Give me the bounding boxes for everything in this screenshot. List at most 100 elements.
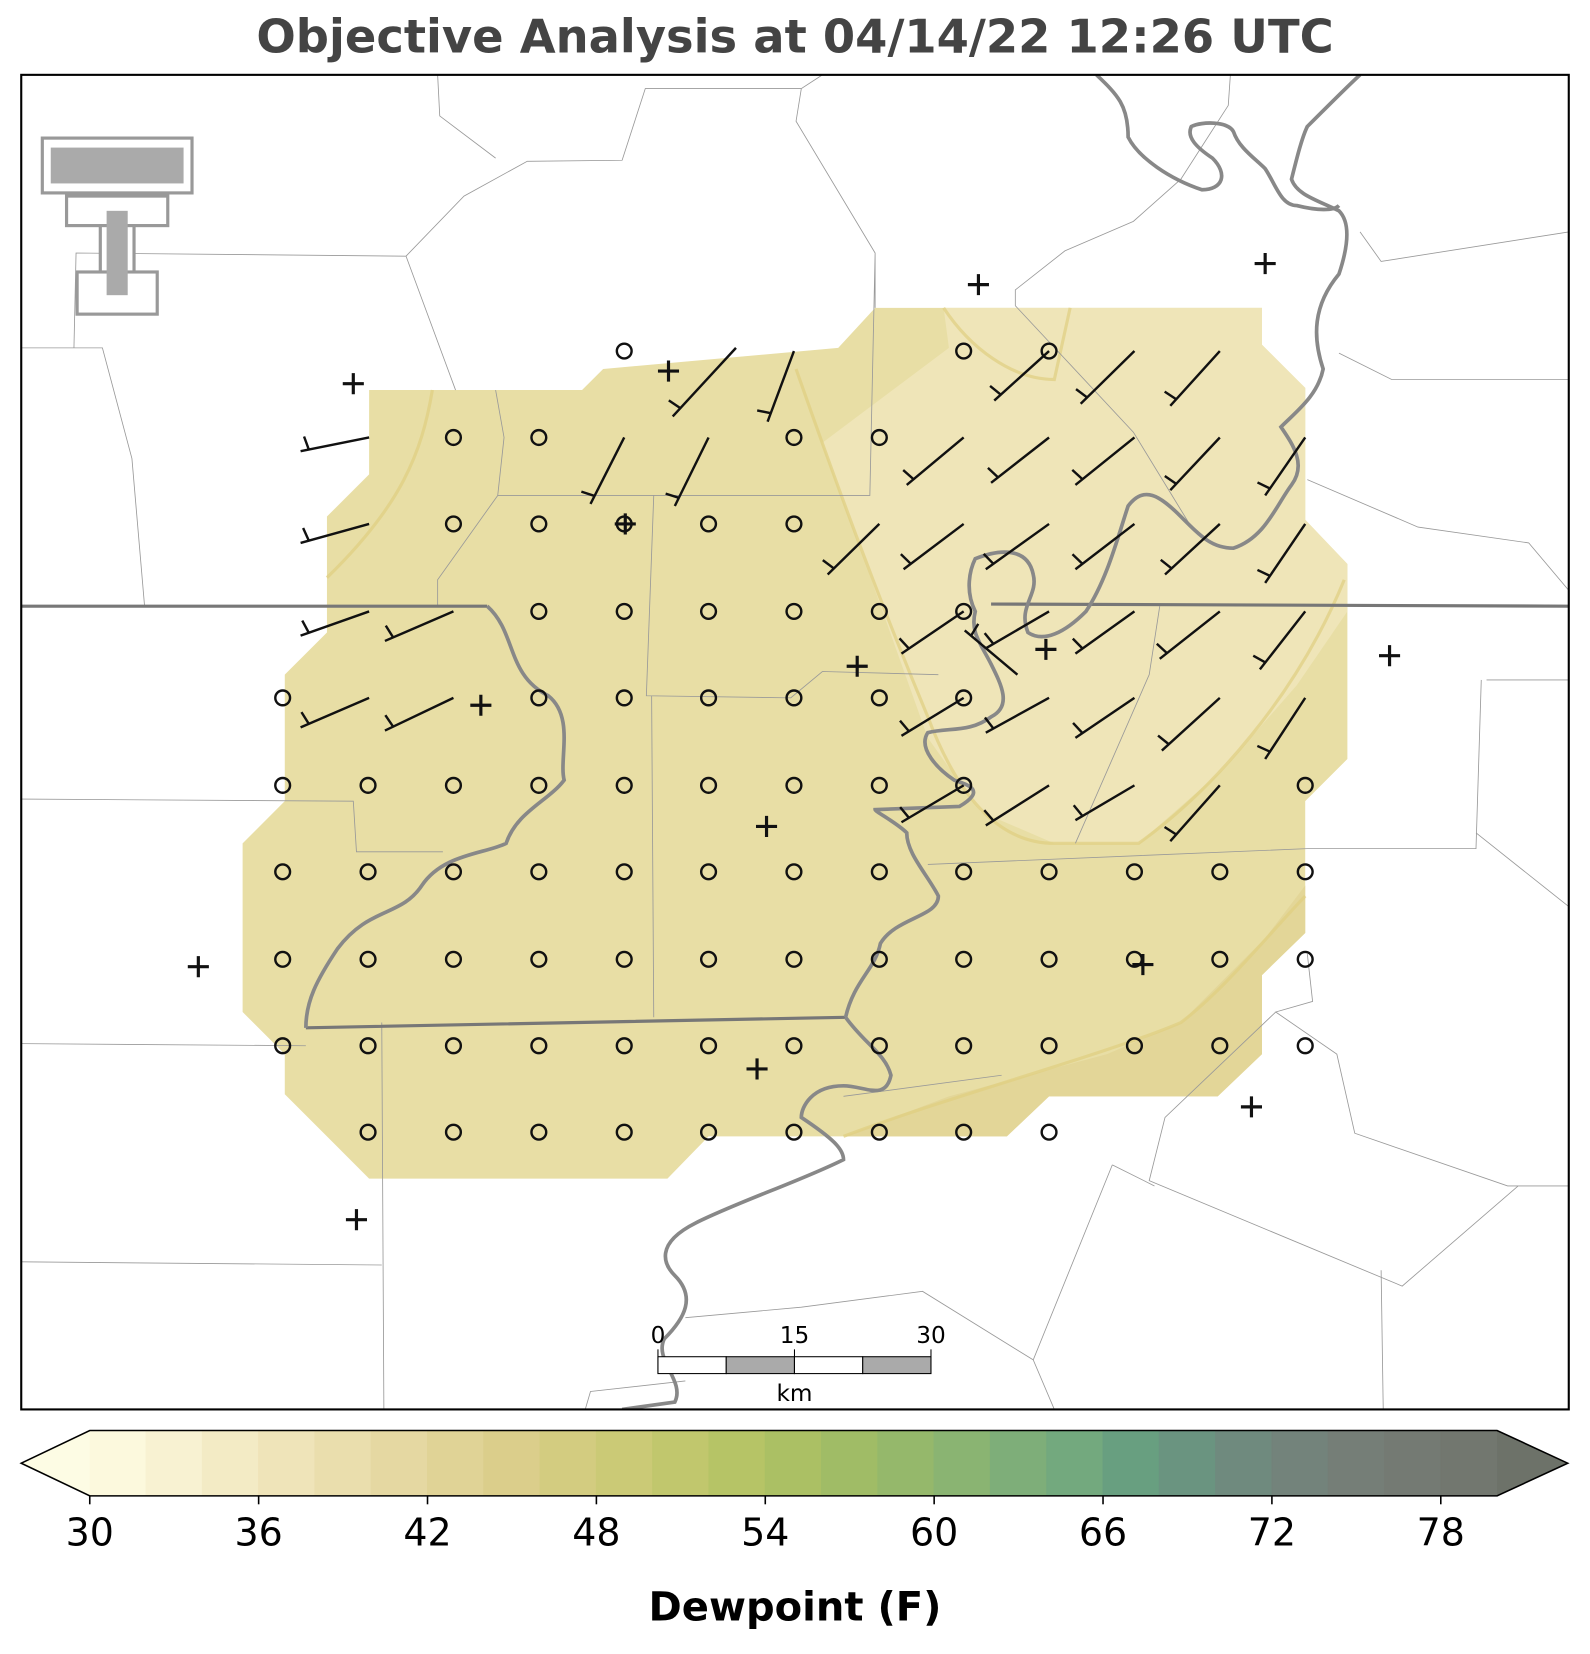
wind-barb-flag xyxy=(665,492,680,499)
wind-barb-flag xyxy=(384,714,395,728)
station-calm xyxy=(615,1123,633,1141)
station-calm xyxy=(615,602,633,621)
wind-barb-flag xyxy=(822,559,835,570)
station-calm xyxy=(955,863,973,881)
wind-barb xyxy=(985,522,1050,571)
colorbar-tick-label: 60 xyxy=(910,1510,958,1554)
wind-barb-flag xyxy=(1163,825,1177,836)
station-calm xyxy=(955,1037,973,1055)
county-lines xyxy=(21,74,1569,1410)
wind-barb xyxy=(1158,610,1221,660)
station-calm xyxy=(1040,950,1058,968)
wind-barb-flag xyxy=(1256,744,1271,753)
wind-barb xyxy=(1264,697,1307,760)
wind-barb xyxy=(1074,610,1136,655)
station-calm xyxy=(359,863,377,881)
station-calm xyxy=(699,689,718,707)
station-calm xyxy=(274,776,292,794)
station-missing xyxy=(614,513,636,535)
station-calm xyxy=(359,950,377,968)
station-missing xyxy=(1379,645,1401,667)
station-calm xyxy=(1296,863,1314,881)
map: 0 15 30 km xyxy=(20,73,1570,1411)
wind-barb-flag xyxy=(1157,734,1170,746)
wind-barb-flag xyxy=(1159,558,1173,570)
station-calm xyxy=(955,950,973,968)
station-calm xyxy=(359,1123,377,1141)
wind-barb-flag xyxy=(899,719,910,733)
stations xyxy=(187,253,1401,1231)
wind-barb-flag xyxy=(983,632,995,645)
station-calm xyxy=(870,863,888,881)
station-calm xyxy=(1125,863,1144,881)
station-calm xyxy=(955,1123,973,1141)
station-calm xyxy=(785,1037,803,1055)
wind-barb xyxy=(384,610,454,643)
station-calm xyxy=(1125,1037,1144,1055)
wind-barb xyxy=(902,522,965,571)
wind-barb-flag xyxy=(384,625,395,639)
station-missing xyxy=(1035,638,1057,660)
wind-barb xyxy=(900,610,965,655)
colorbar-box xyxy=(1440,1429,1499,1497)
wind-barb-flag xyxy=(982,553,995,565)
station-missing xyxy=(470,694,492,716)
station-missing xyxy=(1240,1096,1262,1118)
station-missing xyxy=(746,1058,768,1080)
colorbar-box xyxy=(1215,1429,1273,1497)
wind-barb xyxy=(384,696,454,732)
station-calm xyxy=(785,776,803,794)
colorbar-tick-label: 30 xyxy=(66,1510,114,1554)
station-calm xyxy=(785,950,803,968)
scale-bar: 0 15 30 km xyxy=(651,1322,946,1407)
station-calm xyxy=(359,1037,377,1055)
wind-barb-flag xyxy=(1155,642,1168,655)
scale-segment xyxy=(725,1356,795,1375)
station-calm xyxy=(870,776,888,794)
station-calm xyxy=(1040,1037,1058,1055)
colorbar: 30 36 42 48 54 60 66 72 78 xyxy=(19,1429,1570,1554)
wind-barb xyxy=(1169,436,1221,492)
wind-barb-flag xyxy=(983,716,995,730)
colorbar-tick-label: 78 xyxy=(1417,1510,1465,1554)
wind-barb xyxy=(993,350,1050,402)
station-calm xyxy=(870,428,888,447)
station-calm xyxy=(955,342,973,360)
colorbar-box xyxy=(314,1429,373,1497)
colorbar-box xyxy=(821,1429,879,1497)
colorbar-tick-label: 54 xyxy=(741,1510,789,1554)
colorbar-box xyxy=(877,1429,936,1497)
station-missing xyxy=(1132,954,1154,976)
colorbar-extend-high xyxy=(1497,1430,1568,1496)
station-calm xyxy=(530,1123,548,1141)
wind-barb xyxy=(673,436,710,507)
wind-barb xyxy=(900,784,965,824)
colorbar-box xyxy=(652,1429,711,1497)
station-calm xyxy=(274,950,292,968)
colorbar-tick-label: 72 xyxy=(1248,1510,1296,1554)
colorbar-box xyxy=(201,1429,260,1497)
scale-segment xyxy=(862,1356,932,1375)
wind-barb-flag xyxy=(983,809,995,822)
wind-barb-flag xyxy=(668,399,681,410)
station-calm xyxy=(785,602,803,621)
station-calm xyxy=(955,602,973,621)
wind-barb-flag xyxy=(580,490,595,498)
colorbar-box xyxy=(1046,1429,1105,1497)
station-calm xyxy=(359,776,377,794)
station-calm xyxy=(530,1037,548,1055)
station-missing xyxy=(755,815,778,838)
wind-barb xyxy=(1074,696,1136,739)
wind-barb xyxy=(1079,350,1136,405)
station-calm xyxy=(530,602,548,621)
colorbar-box xyxy=(145,1429,204,1497)
station-calm xyxy=(699,1123,718,1141)
station-missing xyxy=(657,360,680,382)
scale-tick-label: 0 xyxy=(651,1322,666,1349)
dewpoint-dark-region xyxy=(843,885,1306,1137)
station-calm xyxy=(1296,1037,1314,1055)
station-calm xyxy=(785,863,803,881)
station-calm xyxy=(1040,863,1058,881)
map-frame xyxy=(20,73,1570,1411)
colorbar-box xyxy=(708,1429,767,1497)
